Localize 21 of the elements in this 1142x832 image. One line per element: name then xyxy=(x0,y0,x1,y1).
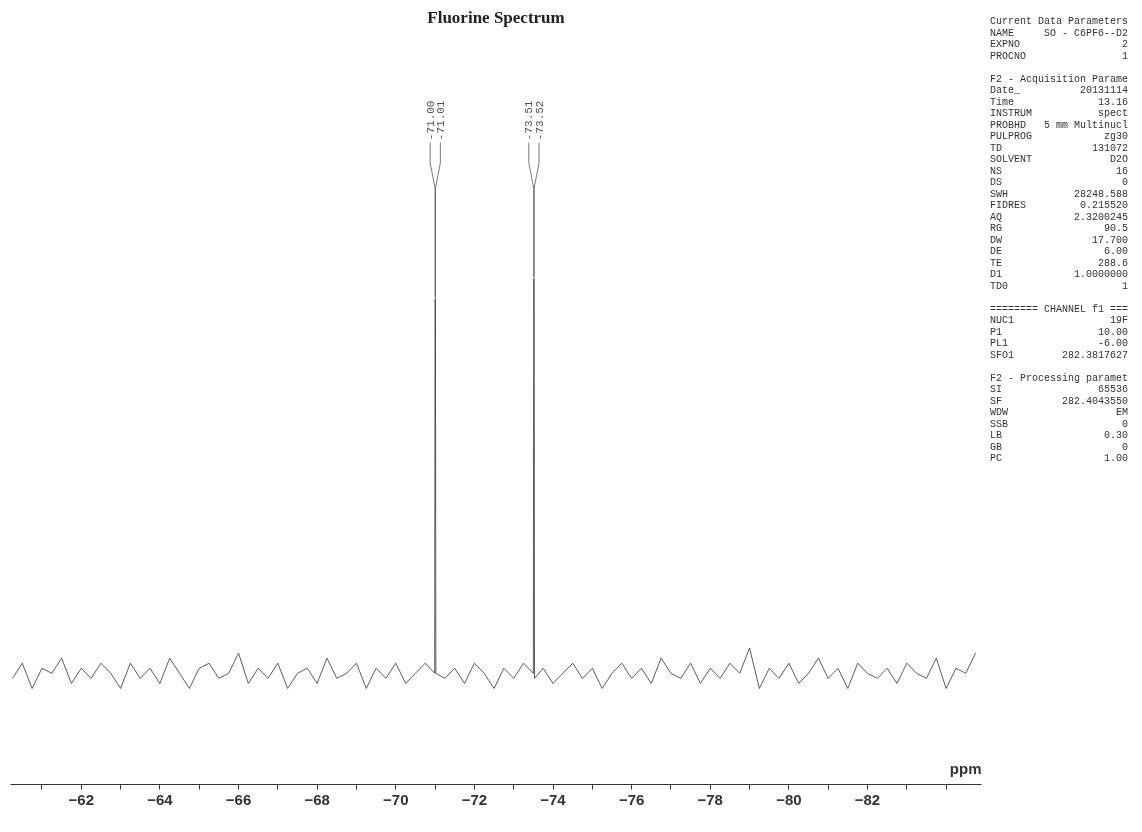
annotation: -73.51 xyxy=(523,100,536,141)
x-tick-label: −66 xyxy=(225,790,252,808)
x-axis-title: ppm xyxy=(949,759,982,777)
x-tick-label: −62 xyxy=(68,790,94,808)
text: F2 - Processing paramet SI 65536 SF 282.4043550 WDW EM SSB 0 LB 0.30 GB 0 PC 1.00 xyxy=(990,372,1129,464)
x-tick-label: −68 xyxy=(304,790,330,808)
x-tick-label: −78 xyxy=(697,790,723,808)
text: F2 - Acquisition Parame Date_ 20131114 Time 13.16 INSTRUM spect PROBHD 5 mm Multinucl PULPROG zg30 TD 131072 SOLVENT D2O NS 16 DS 0 SWH 28248.588 FIDRES 0.215520 AQ 2.3200245 RG 90.5 DW 17.700 DE 6.00 TE 288.6 D1 1.0000000 TD0 1 xyxy=(990,73,1129,292)
x-tick-label: −70 xyxy=(383,790,409,808)
x-tick-label: −76 xyxy=(618,790,645,808)
text: ======== CHANNEL f1 === NUC1 19F P1 10.00 PL1 -6.00 SFO1 282.3817627 xyxy=(990,303,1129,361)
x-tick-label: −82 xyxy=(854,790,881,808)
x-tick-label: −72 xyxy=(461,790,488,808)
x-tick-label: −64 xyxy=(147,790,174,808)
x-tick-label: −80 xyxy=(776,790,802,808)
annotation: -71.01 xyxy=(434,100,447,141)
text: Current Data Parameters NAME SO - C6PF6--D2 EXPNO 2 PROCNO 1 xyxy=(990,16,1129,62)
annotation: -73.52 xyxy=(533,100,546,141)
chart-title: Fluorine Spectrum xyxy=(427,7,565,27)
x-tick-label: −74 xyxy=(540,790,567,808)
annotation: -71.00 xyxy=(424,100,437,141)
